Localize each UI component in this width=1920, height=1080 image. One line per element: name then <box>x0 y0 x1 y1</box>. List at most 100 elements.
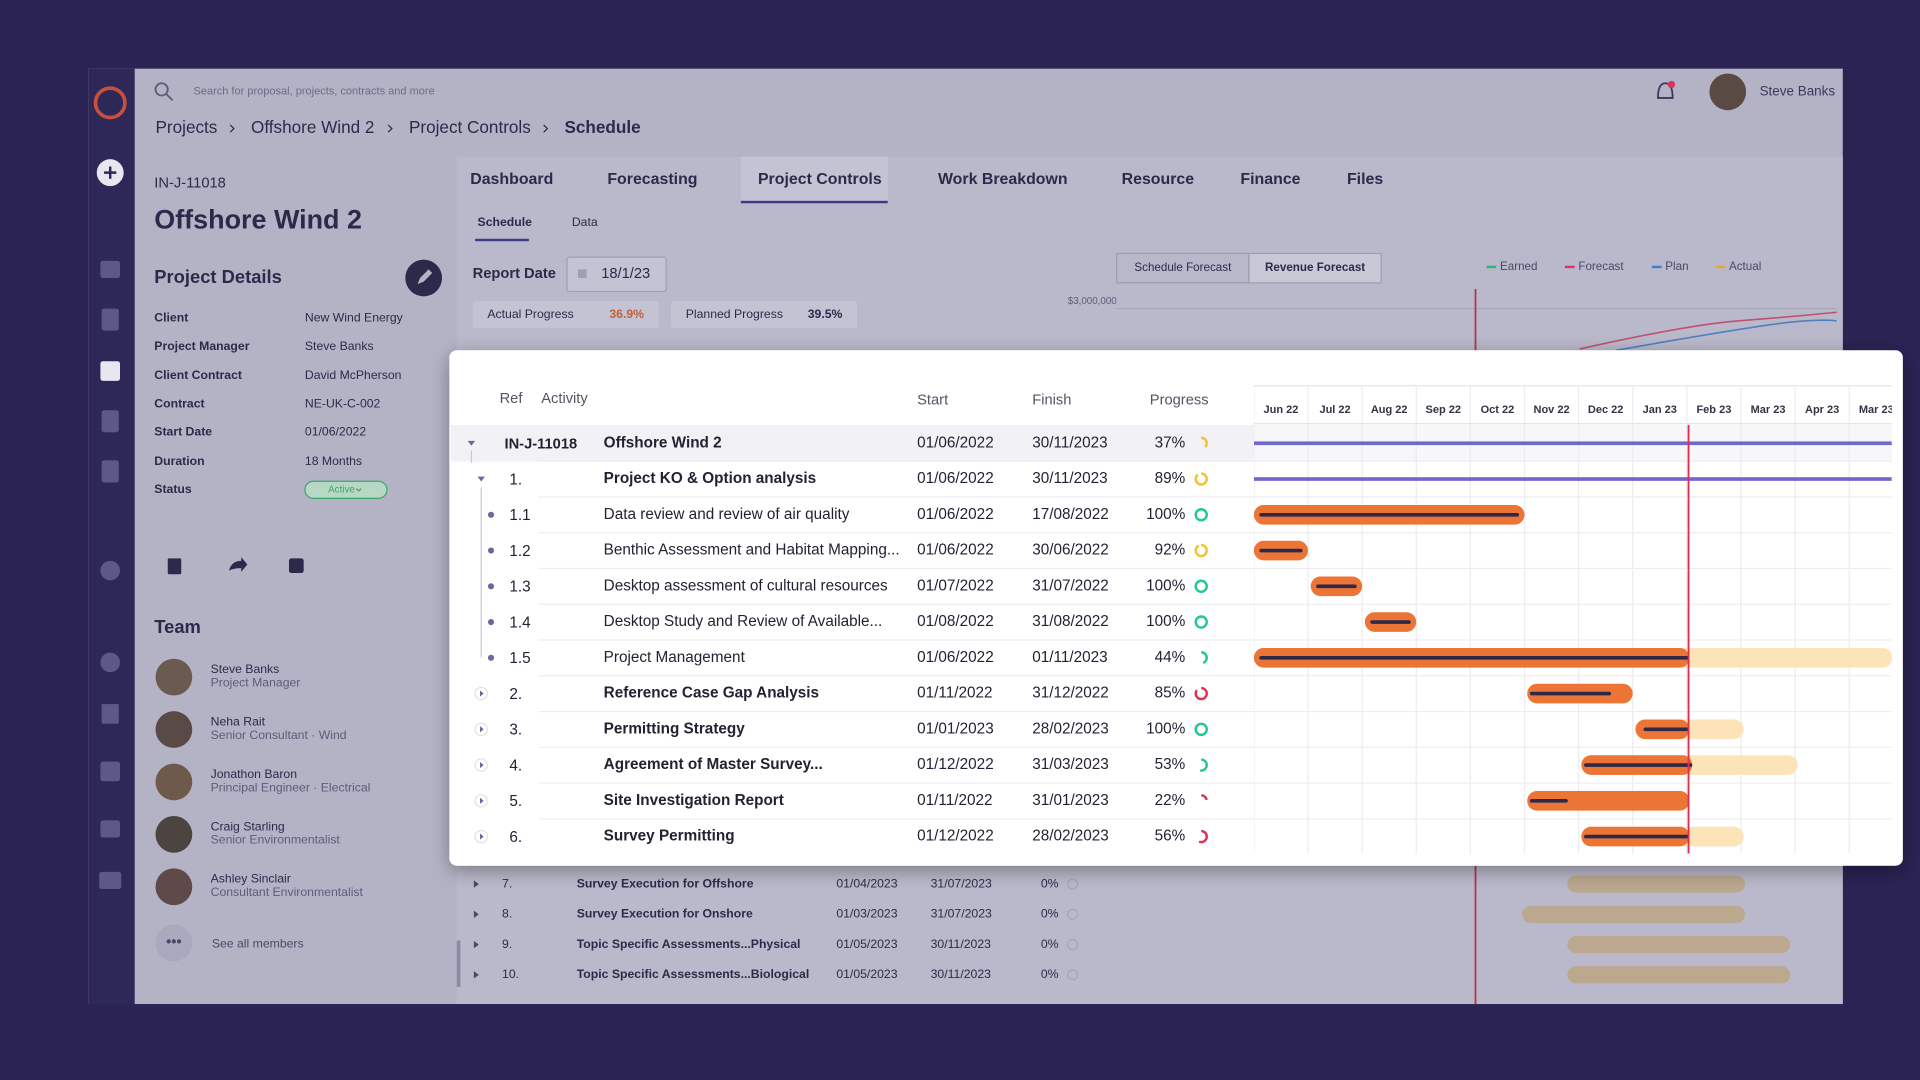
expand-arrow <box>473 910 479 918</box>
scrollbar[interactable] <box>456 940 461 987</box>
nav-icon[interactable] <box>100 761 120 782</box>
breadcrumb-item[interactable]: Project Controls <box>409 117 531 137</box>
progress-line <box>1259 655 1690 660</box>
month-label: Jul 22 <box>1319 404 1350 416</box>
bg-finish: 31/07/2023 <box>931 907 992 921</box>
breadcrumb-separator <box>543 124 549 133</box>
row-ref: 1.5 <box>509 650 530 667</box>
row-activity: Desktop assessment of cultural resources <box>604 577 888 594</box>
tab[interactable]: Dashboard <box>470 171 553 188</box>
row-activity: Desktop Study and Review of Available... <box>604 613 883 630</box>
collapse-arrow[interactable] <box>467 440 476 446</box>
user-avatar[interactable] <box>1709 73 1747 111</box>
forecast-toggle[interactable] <box>1116 252 1250 284</box>
status-pill[interactable] <box>304 480 388 499</box>
search-input[interactable]: Search for proposal, projects, contracts… <box>193 86 434 98</box>
expand-arrow <box>480 762 484 769</box>
progress-line <box>1584 763 1693 767</box>
legend-label: Forecast <box>1578 260 1624 273</box>
bg-activity: Survey Execution for Offshore <box>577 876 754 890</box>
detail-label: Client <box>154 311 188 325</box>
bg-progress: 0% <box>1041 876 1059 890</box>
forecast-toggle[interactable] <box>1248 252 1382 284</box>
bg-progress: 0% <box>1041 907 1059 921</box>
tab[interactable]: Forecasting <box>607 171 697 188</box>
bg-finish: 31/07/2023 <box>931 876 992 890</box>
nav-icon[interactable] <box>100 260 120 278</box>
row-start: 01/06/2022 <box>917 470 994 487</box>
progress-ring <box>1194 615 1208 629</box>
nav-icon[interactable] <box>100 560 120 581</box>
member-name: Craig Starling <box>211 819 285 833</box>
detail-label: Status <box>154 482 192 496</box>
tree-dot <box>487 583 495 590</box>
row-ref: 1.4 <box>509 614 531 631</box>
row-activity: Data review and review of air quality <box>604 506 850 523</box>
member-role: Principal Engineer · Electrical <box>211 780 371 794</box>
bg-ref: 7. <box>502 876 512 890</box>
note-icon[interactable] <box>288 558 304 574</box>
report-date-value[interactable]: 18/1/23 <box>601 266 650 282</box>
legend-swatch <box>1486 265 1497 269</box>
sidebar-icons <box>99 260 122 889</box>
nav-icon[interactable] <box>101 308 119 331</box>
subtab[interactable]: Data <box>572 215 598 229</box>
see-all-members[interactable]: See all members <box>212 936 304 950</box>
nav-icon[interactable] <box>100 820 120 838</box>
member-avatar <box>155 658 193 696</box>
progress-ring <box>1194 794 1208 808</box>
collapse-arrow[interactable] <box>477 476 485 482</box>
bg-finish: 30/11/2023 <box>931 967 992 981</box>
export-icon[interactable] <box>167 558 182 575</box>
row-start: 01/12/2022 <box>917 828 994 845</box>
progress-ring <box>1194 758 1208 772</box>
nav-icon[interactable] <box>101 410 119 433</box>
user-name[interactable]: Steve Banks <box>1760 83 1836 98</box>
progress-ring <box>1194 472 1208 486</box>
bell-icon[interactable] <box>1657 82 1674 99</box>
row-finish: 30/11/2023 <box>1032 470 1107 487</box>
progress-line <box>1370 620 1411 624</box>
tab[interactable]: Work Breakdown <box>938 171 1068 188</box>
column-header: Finish <box>1032 392 1071 408</box>
nav-icon[interactable] <box>100 652 120 673</box>
bg-ref: 8. <box>502 907 512 921</box>
breadcrumb-item[interactable]: Offshore Wind 2 <box>251 117 374 137</box>
member-name: Steve Banks <box>211 662 280 676</box>
subtab[interactable]: Schedule <box>478 215 533 229</box>
breadcrumb-item[interactable]: Projects <box>156 117 218 137</box>
progress-line <box>1584 834 1690 839</box>
expand-arrow <box>480 726 484 733</box>
row-ref: 1. <box>509 471 522 488</box>
bg-activity: Topic Specific Assessments...Biological <box>577 967 810 981</box>
member-role: Project Manager <box>211 675 301 689</box>
nav-icon[interactable] <box>100 361 120 381</box>
tab[interactable]: Finance <box>1240 171 1300 188</box>
month-label: Apr 23 <box>1805 404 1839 416</box>
nav-icon[interactable] <box>99 871 122 889</box>
more-button[interactable] <box>155 924 193 962</box>
detail-value: David McPherson <box>305 368 402 382</box>
breadcrumb-separator <box>229 124 235 133</box>
progress-ring <box>1194 686 1208 701</box>
add-icon <box>104 166 117 179</box>
nav-icon[interactable] <box>101 704 119 724</box>
tab[interactable]: Resource <box>1122 171 1195 188</box>
nav-icon[interactable] <box>101 460 119 483</box>
status-chevron <box>355 488 362 492</box>
tab[interactable]: Files <box>1347 171 1383 188</box>
tab[interactable]: Project Controls <box>758 171 882 188</box>
row-start: 01/07/2022 <box>917 577 994 594</box>
row-activity: Offshore Wind 2 <box>604 434 722 451</box>
tree-dot <box>487 618 495 626</box>
bg-bar <box>1567 966 1791 984</box>
more-dots: ••• <box>166 935 181 951</box>
bg-activity: Topic Specific Assessments...Physical <box>577 937 801 951</box>
progress-line <box>1529 798 1568 803</box>
report-date-input[interactable] <box>566 256 667 293</box>
share-icon[interactable] <box>228 557 248 572</box>
progress-line <box>1316 584 1357 589</box>
month-label: Nov 22 <box>1533 404 1569 416</box>
bg-ref: 10. <box>502 967 519 981</box>
